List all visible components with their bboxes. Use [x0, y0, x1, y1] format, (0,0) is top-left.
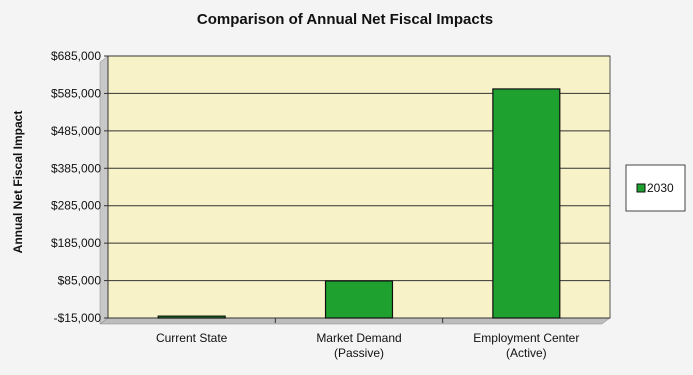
x-tick-label-line: Current State [156, 331, 228, 345]
y-tick-label: $185,000 [51, 236, 101, 250]
legend-box [625, 164, 686, 212]
bar-2 [492, 88, 561, 319]
y-tick-label: $385,000 [51, 161, 101, 175]
x-tick-label-line: (Passive) [334, 346, 384, 360]
x-tick-label-line: Employment Center [473, 331, 579, 345]
x-tick-label: Market Demand (Passive) [316, 331, 401, 360]
y-tick-label: $285,000 [51, 199, 101, 213]
x-tick-label: Current State [156, 331, 228, 345]
x-tick-label-line: Market Demand [316, 331, 401, 345]
y-tick-label: $585,000 [51, 86, 101, 100]
bar-0 [157, 315, 226, 319]
plot-area: -$15,000 $85,000 $185,000 $285,000 $385,000 $… [51, 49, 611, 360]
x-tick-label: Employment Center (Active) [473, 331, 579, 360]
legend-swatch [636, 183, 646, 193]
legend: 2030 [625, 164, 686, 212]
chart-title: Comparison of Annual Net Fiscal Impacts [197, 11, 493, 28]
bar-1 [324, 280, 394, 319]
y-axis-label: Annual Net Fiscal Impact [11, 111, 25, 254]
y-tick-label: -$15,000 [54, 311, 102, 325]
y-tick-label: $485,000 [51, 124, 101, 138]
plot-side-wall [99, 55, 109, 325]
plot-floor [99, 317, 611, 325]
x-tick-label-line: (Active) [506, 346, 547, 360]
y-tick-label: $85,000 [58, 274, 102, 288]
y-tick-label: $685,000 [51, 49, 101, 63]
legend-label: 2030 [647, 181, 674, 195]
